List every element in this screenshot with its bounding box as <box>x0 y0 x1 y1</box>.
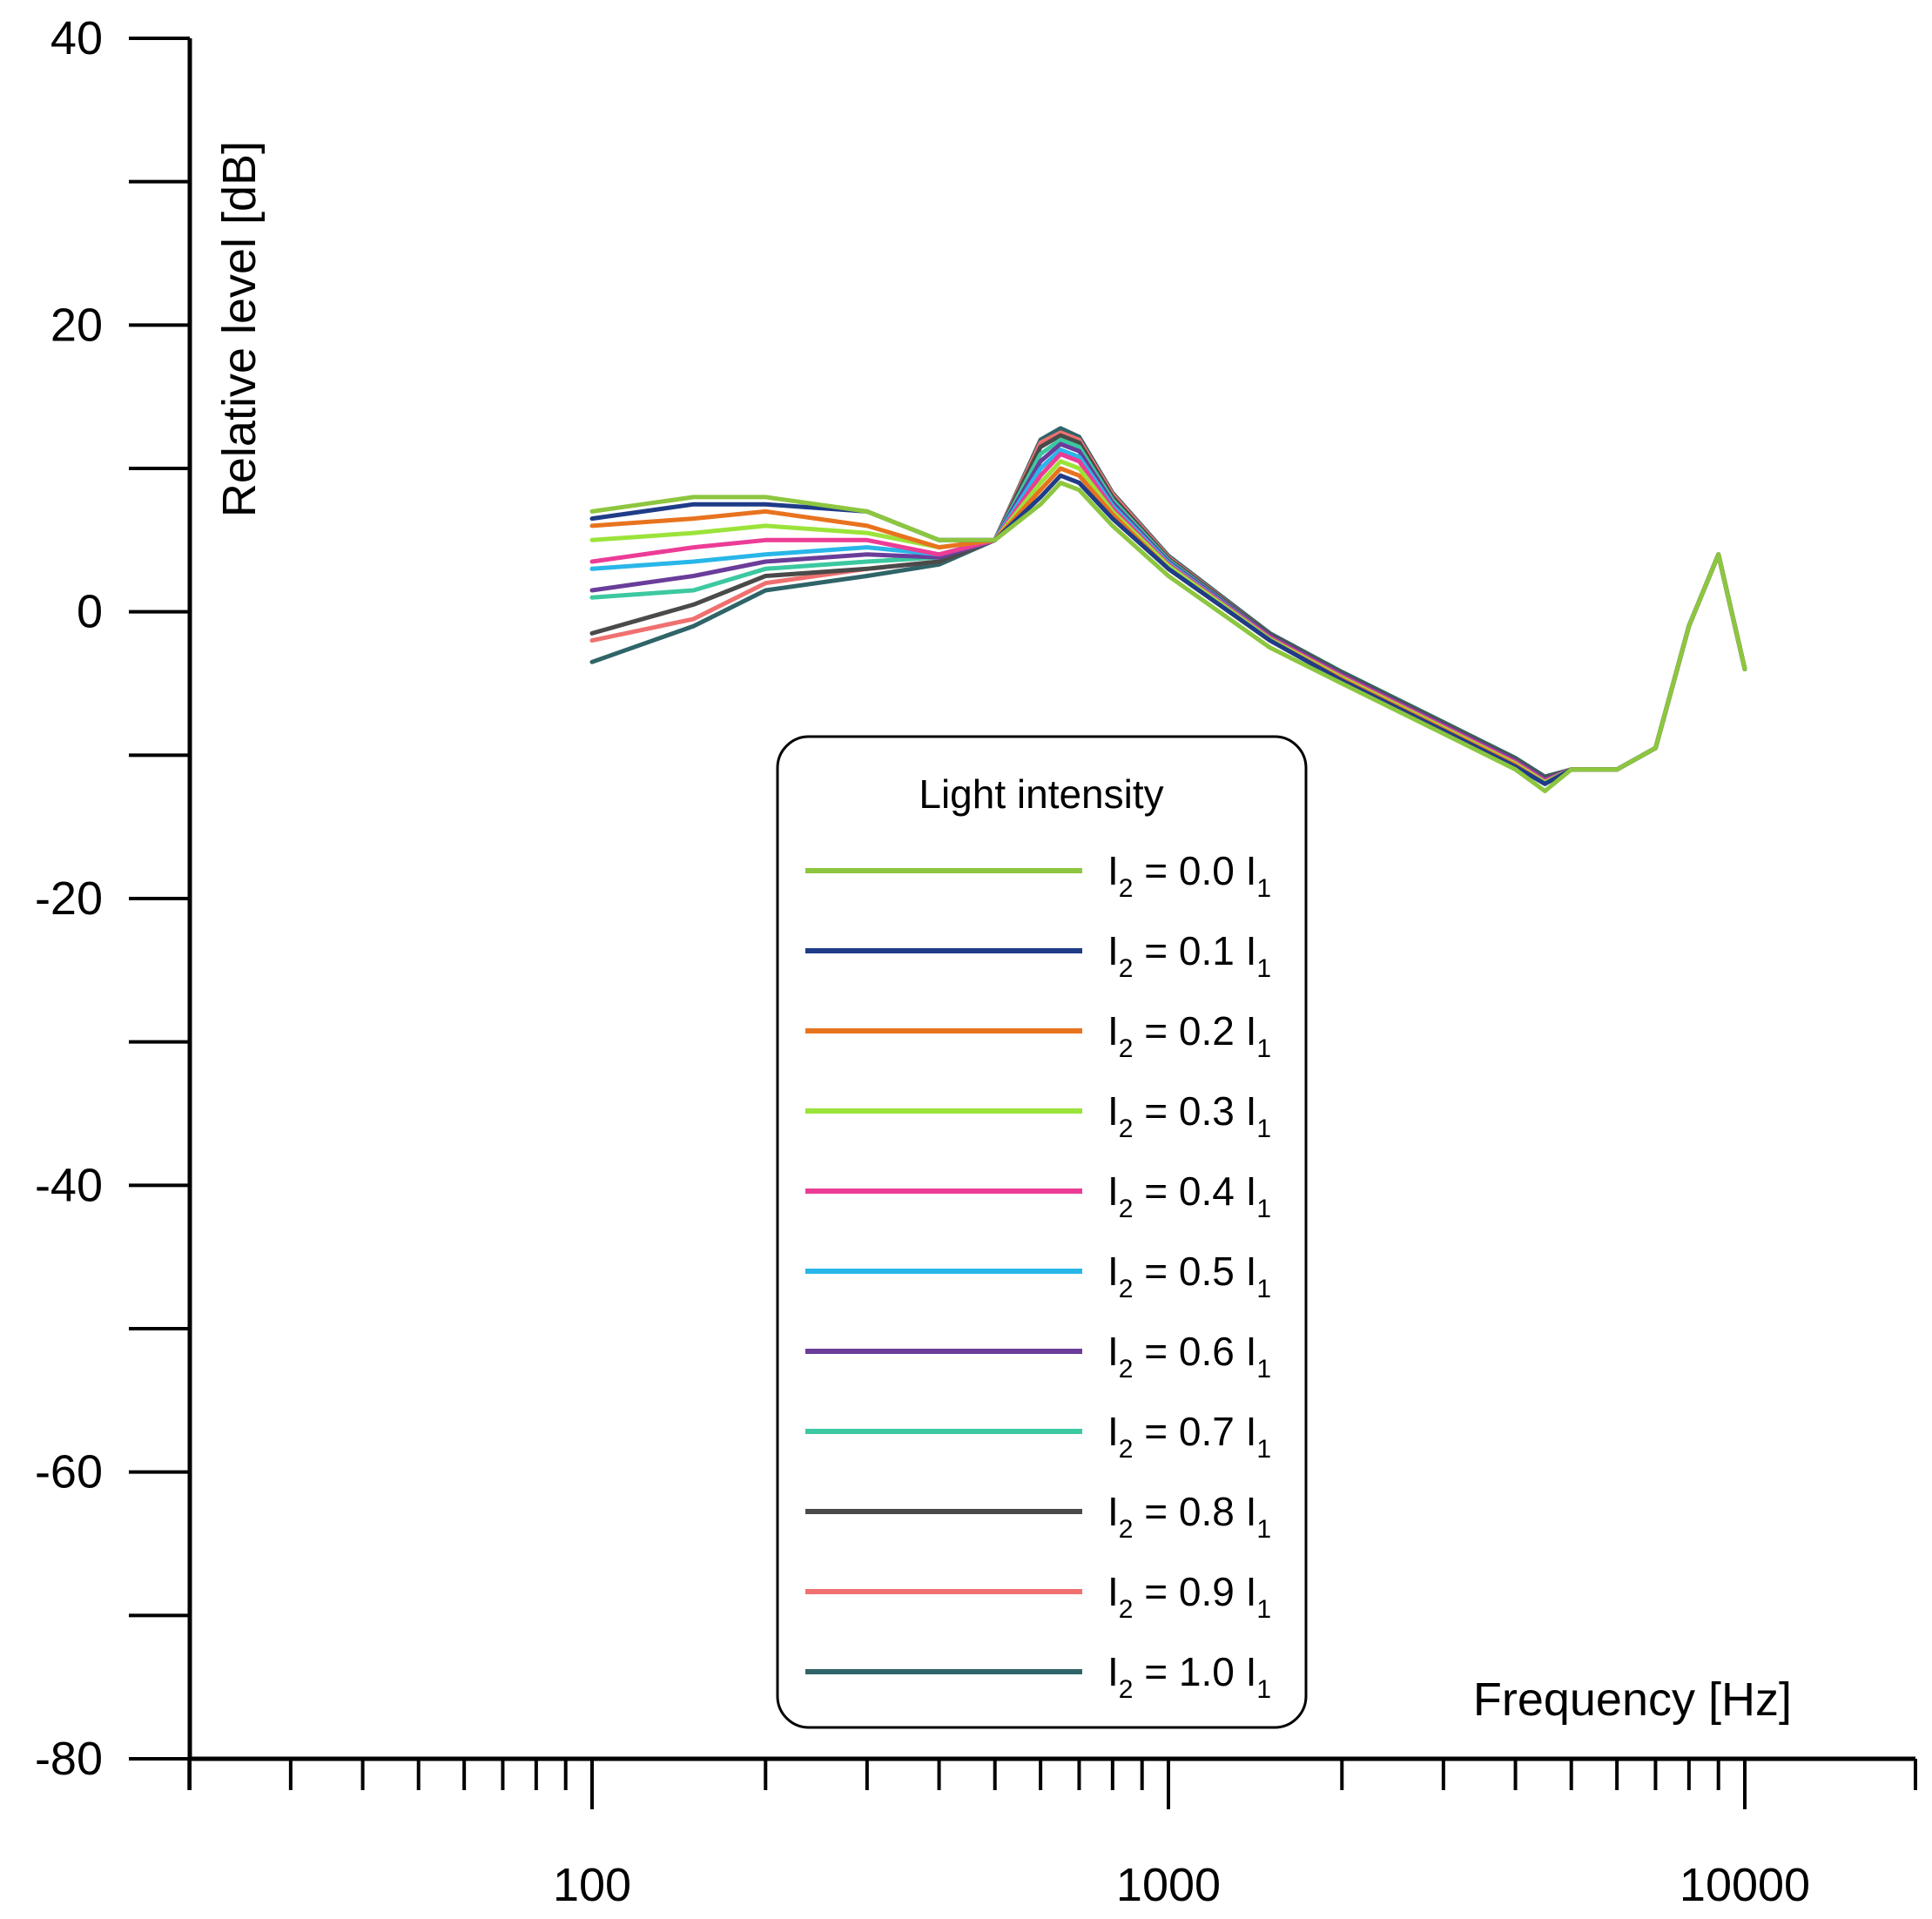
y-tick-label: -60 <box>35 1446 103 1498</box>
y-tick-label: -80 <box>35 1733 103 1785</box>
axes: Relative level [dB] Frequency [Hz] <box>187 38 1915 1761</box>
y-axis-title: Relative level [dB] <box>213 141 266 517</box>
legend-label: I2 = 0.6 I1 <box>1107 1329 1271 1384</box>
legend-label: I2 = 0.3 I1 <box>1107 1088 1271 1143</box>
legend-label: I2 = 0.2 I1 <box>1107 1008 1271 1063</box>
y-tick-label: 40 <box>50 12 103 64</box>
series-line-6 <box>589 441 1747 782</box>
legend-items: I2 = 0.0 I1 I2 = 0.1 I1 I2 = 0.2 I1 I2 = 0.… <box>805 848 1271 1704</box>
series-line-0 <box>589 481 1747 793</box>
series-line-8 <box>589 433 1747 781</box>
series-line-9 <box>589 430 1747 781</box>
y-ticks: 40 20 0 -20 -40 -60 -80 <box>35 12 190 1785</box>
series-line-7 <box>589 437 1747 782</box>
y-tick-label: 0 <box>77 586 103 638</box>
legend-label: I2 = 0.9 I1 <box>1107 1569 1271 1624</box>
series-line-10 <box>589 426 1747 779</box>
legend-title: Light intensity <box>919 771 1163 817</box>
legend-label: I2 = 0.0 I1 <box>1107 848 1271 903</box>
legend-label: I2 = 0.8 I1 <box>1107 1489 1271 1544</box>
legend-label: I2 = 0.5 I1 <box>1107 1249 1271 1303</box>
y-tick-label: -40 <box>35 1159 103 1211</box>
x-ticks: 100 1000 10000 <box>187 1759 1917 1911</box>
y-tick-label: -20 <box>35 872 103 925</box>
legend-label: I2 = 0.1 I1 <box>1107 928 1271 983</box>
x-axis-title: Frequency [Hz] <box>1473 1673 1792 1726</box>
x-tick-label: 100 <box>553 1859 631 1911</box>
legend-label: I2 = 1.0 I1 <box>1107 1649 1271 1704</box>
x-tick-label: 1000 <box>1116 1859 1221 1911</box>
y-tick-label: 20 <box>50 299 103 351</box>
legend-label: I2 = 0.7 I1 <box>1107 1409 1271 1464</box>
x-tick-label: 10000 <box>1680 1859 1810 1911</box>
series-line-5 <box>589 448 1747 784</box>
legend-box <box>776 735 1308 1729</box>
legend-label: I2 = 0.4 I1 <box>1107 1168 1271 1223</box>
series-group <box>589 426 1747 793</box>
